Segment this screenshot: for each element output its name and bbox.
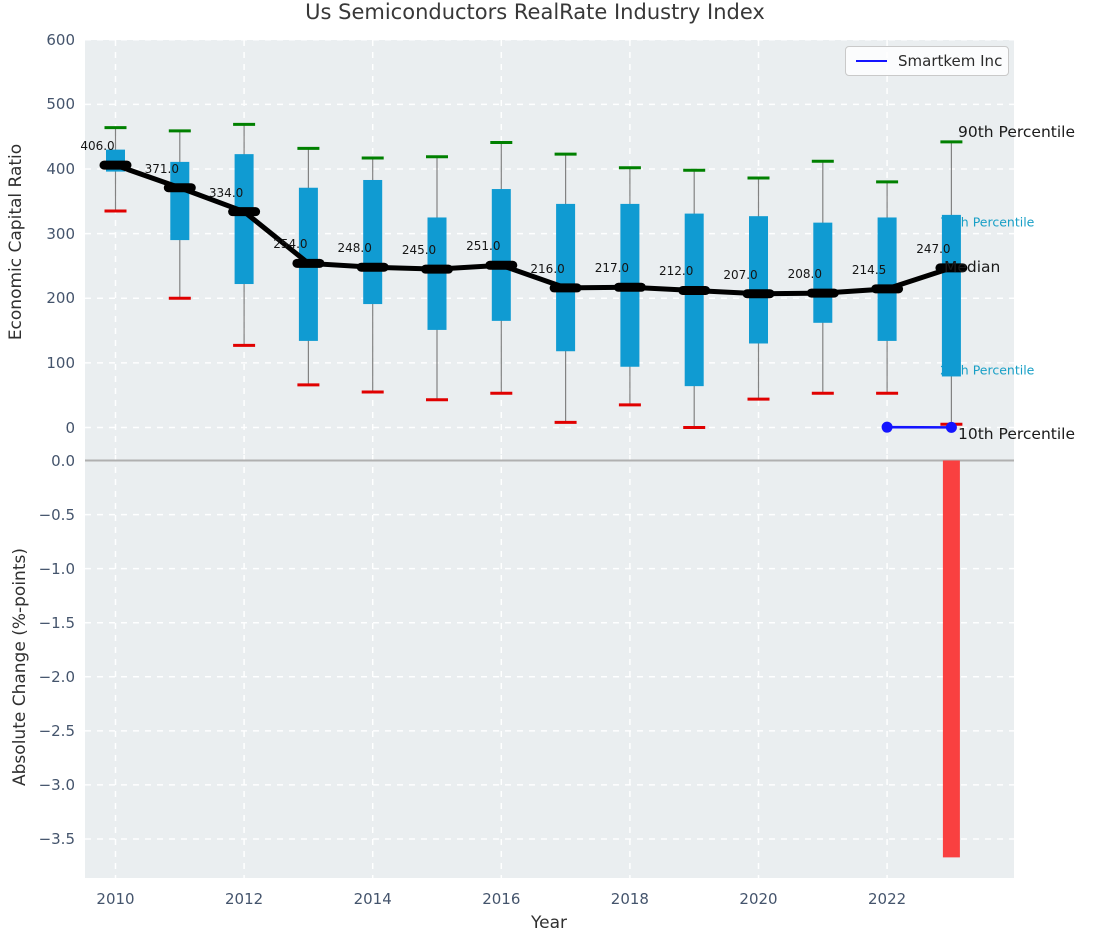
annotation-10th-percentile: 10th Percentile (958, 425, 1076, 443)
median-value-label: 216.0 (530, 261, 565, 276)
median-value-label: 217.0 (594, 261, 630, 276)
y-tick-label-top: 600 (46, 30, 75, 49)
y-tick-label-top: 100 (46, 353, 75, 372)
median-value-label: 254.0 (273, 237, 308, 252)
y-tick-label-top: 400 (46, 160, 75, 178)
x-tick-label: 2016 (482, 890, 521, 908)
top-plot-panel (85, 40, 1014, 455)
y-tick-label-top: 300 (46, 224, 75, 243)
x-tick-label: 2012 (225, 890, 264, 908)
median-value-label: 214.5 (851, 262, 887, 277)
median-value-label: 251.0 (466, 239, 501, 254)
annotation-25th-percentile: 25th Percentile (940, 362, 1035, 378)
annotation-median: Median (944, 258, 1001, 276)
y-tick-label-bottom: −1.5 (38, 613, 75, 632)
x-tick-label: 2020 (739, 890, 778, 908)
y-tick-label-bottom: −0.5 (38, 505, 75, 524)
median-value-label: 212.0 (659, 264, 694, 279)
y-tick-label-bottom: −3.0 (38, 775, 75, 794)
median-value-label: 406.0 (80, 139, 115, 154)
y-tick-label-top: 200 (46, 289, 75, 308)
x-axis-label: Year (531, 913, 567, 933)
bottom-plot-panel (85, 455, 1014, 878)
median-value-label: 247.0 (916, 241, 951, 256)
x-tick-label: 2010 (96, 890, 135, 908)
median-value-label: 207.0 (723, 267, 758, 282)
median-value-label: 208.0 (787, 267, 822, 282)
median-value-label: 334.0 (208, 185, 244, 200)
y-axis-label-top: Economic Capital Ratio (6, 143, 26, 341)
median-value-label: 371.0 (144, 161, 179, 176)
legend-label: Smartkem Inc (898, 52, 1003, 70)
legend-box: Smartkem Inc (845, 46, 1009, 76)
annotation-90th-percentile: 90th Percentile (958, 123, 1076, 141)
annotation-75th-percentile: 75th Percentile (940, 214, 1035, 230)
median-value-label: 245.0 (401, 243, 437, 258)
legend-line-sample (856, 60, 887, 62)
y-tick-label-top: 0 (65, 418, 75, 437)
y-axis-label-bottom: Absolute Change (%-points) (10, 548, 30, 786)
x-tick-label: 2014 (353, 890, 392, 908)
chart-title: Us Semiconductors RealRate Industry Inde… (305, 0, 765, 24)
y-tick-label-bottom: −2.5 (38, 721, 75, 740)
median-value-label: 248.0 (337, 241, 372, 256)
y-tick-label-bottom: −3.5 (38, 829, 75, 848)
y-tick-label-bottom: −1.0 (38, 559, 75, 578)
x-tick-label: 2018 (610, 890, 649, 908)
x-tick-label: 2022 (868, 890, 907, 908)
y-tick-label-bottom: −2.0 (38, 667, 75, 686)
y-tick-label-top: 500 (46, 95, 75, 114)
y-tick-label-bottom: 0.0 (51, 451, 75, 470)
